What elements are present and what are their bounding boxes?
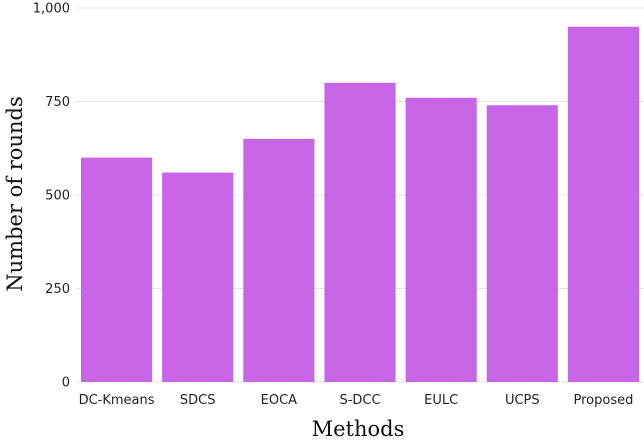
- y-axis-ticks: 0 250 500 750 1,000: [33, 2, 70, 391]
- bar-ucps: [486, 105, 558, 383]
- y-tick-label: 750: [45, 95, 70, 110]
- y-tick-label: 0: [62, 376, 70, 391]
- x-tick-label: UCPS: [505, 393, 540, 408]
- y-tick-label: 500: [45, 189, 70, 204]
- bar-eulc: [405, 97, 477, 382]
- bar-sdcs: [162, 172, 234, 382]
- x-axis-title: Methods: [312, 417, 405, 441]
- x-tick-label: DC-Kmeans: [79, 393, 155, 408]
- bar-s-dcc: [324, 82, 396, 383]
- y-axis-title: Number of rounds: [3, 96, 27, 291]
- bars: [81, 26, 639, 383]
- x-tick-label: EOCA: [261, 393, 298, 408]
- y-tick-label: 1,000: [33, 2, 70, 17]
- x-tick-label: S-DCC: [339, 393, 380, 408]
- x-tick-label: EULC: [424, 393, 458, 408]
- bar-eoca: [243, 138, 315, 382]
- bar-dc-kmeans: [81, 157, 153, 382]
- x-tick-label: SDCS: [180, 393, 216, 408]
- x-axis-ticks: DC-Kmeans SDCS EOCA S-DCC EULC UCPS Proposed: [79, 393, 634, 408]
- y-tick-label: 250: [45, 282, 70, 297]
- x-tick-label: Proposed: [573, 393, 633, 408]
- bar-proposed: [567, 26, 639, 382]
